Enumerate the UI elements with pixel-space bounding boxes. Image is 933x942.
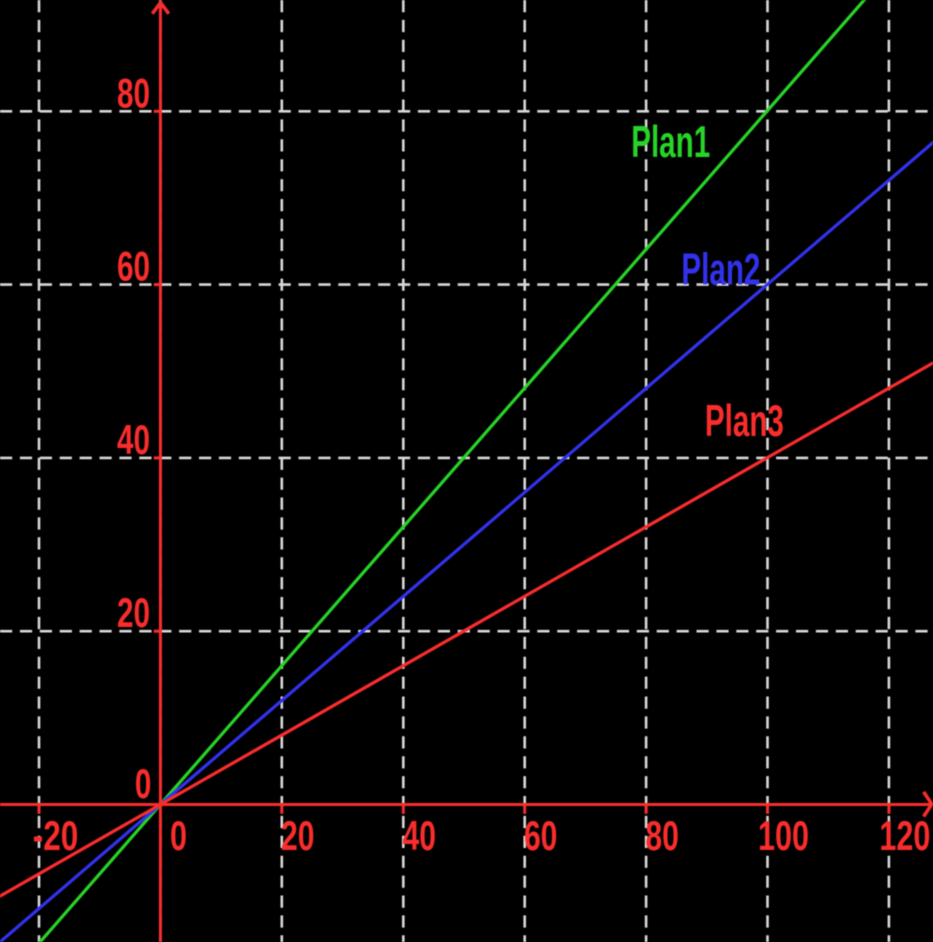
svg-text:20: 20 [281,812,315,859]
svg-text:60: 60 [117,243,150,290]
svg-text:60: 60 [524,812,558,859]
svg-text:100: 100 [758,812,809,859]
svg-text:40: 40 [117,416,150,463]
svg-text:120: 120 [879,812,930,859]
svg-text:Plan1: Plan1 [631,118,710,167]
svg-text:80: 80 [117,69,150,116]
svg-text:-20: -20 [33,812,79,859]
svg-text:0: 0 [170,812,187,859]
svg-text:40: 40 [403,812,437,859]
svg-text:Plan3: Plan3 [705,397,784,446]
svg-text:0: 0 [135,760,152,807]
svg-text:80: 80 [645,812,679,859]
svg-text:Plan2: Plan2 [681,246,760,295]
svg-text:20: 20 [117,589,150,636]
